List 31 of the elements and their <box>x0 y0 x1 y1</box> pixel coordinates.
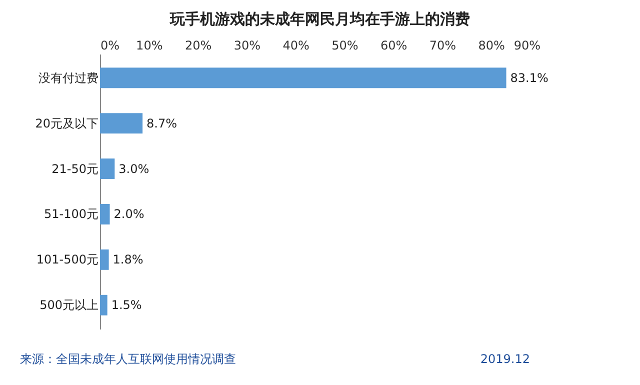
bar <box>100 204 110 224</box>
data-label: 8.7% <box>146 116 178 130</box>
y-tick-label: 51-100元 <box>44 207 98 222</box>
bar <box>100 158 115 179</box>
y-tick-label: 21-50元 <box>52 162 98 176</box>
x-tick-label: 20% <box>184 38 212 52</box>
y-tick-label: 500元以上 <box>40 298 98 312</box>
x-tick-label: 50% <box>332 38 358 52</box>
chart-title: 玩手机游戏的未成年网民月均在手游上的消费 <box>169 10 470 28</box>
y-tick-label: 101-500元 <box>36 252 98 267</box>
x-tick-label: 70% <box>429 38 456 52</box>
bar <box>100 294 108 316</box>
x-tick-label: 10% <box>136 38 163 52</box>
text: 2019.12 <box>480 352 530 366</box>
data-label: 83.1% <box>510 70 548 85</box>
x-tick-label: 60% <box>380 38 408 52</box>
data-label: 1.8% <box>112 252 144 267</box>
data-label: 3.0% <box>118 162 150 176</box>
y-tick-label: 20元及以下 <box>35 116 98 130</box>
x-tick-label: 30% <box>234 38 261 52</box>
x-tick-label: 0% <box>100 38 120 52</box>
y-tick-label: 没有付过费 <box>38 70 98 85</box>
data-label: 2.0% <box>114 207 144 222</box>
bar <box>100 68 506 88</box>
x-tick-label: 40% <box>282 38 310 52</box>
bar <box>100 113 143 134</box>
source-note: 来源：全国未成年人互联网使用情况调查 <box>20 352 236 366</box>
x-tick-label: 90% <box>514 38 540 52</box>
x-tick-label: 80% <box>478 38 505 52</box>
data-label: 1.5% <box>111 298 142 312</box>
bar <box>100 249 109 270</box>
